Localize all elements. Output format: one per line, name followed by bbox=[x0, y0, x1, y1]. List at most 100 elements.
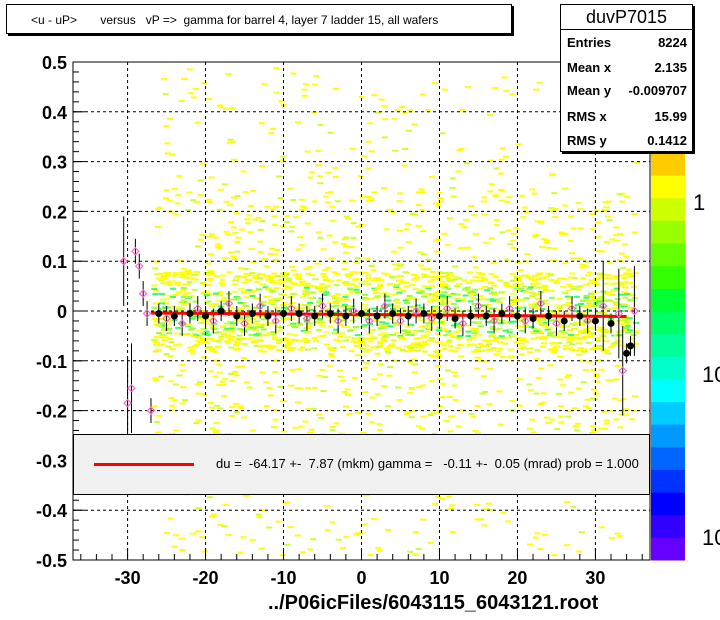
density-cell bbox=[478, 287, 485, 290]
density-cell bbox=[479, 298, 486, 301]
density-cell bbox=[557, 277, 564, 280]
density-cell bbox=[252, 306, 259, 309]
density-cell bbox=[332, 176, 339, 178]
density-cell bbox=[341, 237, 348, 240]
density-cell bbox=[233, 279, 239, 282]
density-cell bbox=[490, 347, 497, 349]
density-cell bbox=[384, 273, 391, 276]
density-cell bbox=[312, 278, 319, 281]
density-cell bbox=[228, 251, 235, 254]
density-cell bbox=[322, 195, 329, 198]
profile-point-black bbox=[373, 312, 381, 320]
density-cell bbox=[415, 204, 422, 206]
profile-point-open bbox=[240, 319, 249, 328]
density-cell bbox=[443, 420, 450, 423]
density-cell bbox=[502, 329, 509, 332]
density-cell bbox=[526, 287, 533, 290]
density-cell bbox=[339, 332, 346, 335]
density-cell bbox=[472, 328, 479, 330]
density-cell bbox=[510, 312, 517, 315]
density-cell bbox=[259, 371, 266, 374]
density-cell bbox=[632, 395, 638, 398]
density-cell bbox=[225, 73, 232, 76]
density-cell bbox=[290, 199, 297, 201]
density-cell bbox=[363, 362, 370, 365]
density-cell bbox=[550, 335, 557, 338]
density-cell bbox=[410, 297, 417, 300]
density-cell bbox=[447, 344, 454, 347]
density-cell bbox=[435, 238, 442, 241]
density-cell bbox=[388, 343, 395, 346]
density-cell bbox=[447, 415, 454, 418]
density-cell bbox=[329, 219, 336, 222]
density-cell bbox=[504, 520, 511, 523]
density-cell bbox=[469, 292, 476, 295]
density-cell bbox=[606, 200, 613, 203]
density-cell bbox=[155, 208, 162, 210]
density-cell bbox=[238, 407, 245, 410]
density-cell bbox=[574, 285, 581, 288]
y-tick-label: -0.5 bbox=[36, 551, 67, 571]
density-cell bbox=[394, 108, 401, 111]
density-cell bbox=[474, 432, 481, 435]
profile-point-open bbox=[614, 309, 624, 318]
density-cell bbox=[491, 340, 498, 342]
density-cell bbox=[229, 405, 236, 408]
density-cell bbox=[164, 273, 171, 276]
density-cell bbox=[471, 343, 477, 346]
density-cell bbox=[381, 340, 388, 342]
color-scale-cell bbox=[651, 197, 685, 221]
density-cell bbox=[167, 517, 174, 520]
density-cell bbox=[393, 288, 400, 291]
density-cell bbox=[483, 345, 489, 347]
density-cell bbox=[429, 316, 436, 319]
density-cell bbox=[393, 323, 400, 326]
density-cell bbox=[237, 317, 244, 320]
density-cell bbox=[237, 327, 244, 330]
density-cell bbox=[601, 273, 608, 276]
density-cell bbox=[601, 276, 608, 279]
density-cell bbox=[516, 404, 523, 407]
density-cell bbox=[396, 200, 403, 203]
density-cell bbox=[207, 270, 214, 273]
density-cell bbox=[518, 282, 524, 285]
density-cell bbox=[381, 136, 388, 139]
density-cell bbox=[581, 336, 588, 338]
density-cell bbox=[261, 300, 267, 303]
axes: -30 -20 -10 0 10 20 300.50.40.30.20.10-0.1-0.2… bbox=[36, 53, 643, 588]
density-cell bbox=[576, 353, 583, 356]
density-cell bbox=[491, 284, 497, 287]
density-cell bbox=[367, 297, 374, 300]
density-cell bbox=[436, 329, 443, 332]
density-cell bbox=[253, 297, 260, 300]
density-cell bbox=[261, 258, 268, 261]
density-cell bbox=[623, 326, 630, 329]
density-cell bbox=[353, 337, 360, 340]
density-cell bbox=[231, 158, 238, 161]
density-cell bbox=[377, 344, 384, 347]
density-cell bbox=[352, 533, 359, 536]
density-cell bbox=[365, 140, 372, 143]
density-cell bbox=[601, 312, 608, 315]
density-cell bbox=[425, 268, 432, 271]
profile-point-open bbox=[505, 304, 514, 313]
density-cell bbox=[216, 208, 223, 211]
density-cell bbox=[458, 355, 464, 358]
density-cell bbox=[366, 122, 373, 125]
density-cell bbox=[345, 275, 352, 278]
density-cell bbox=[594, 339, 601, 342]
density-cell bbox=[363, 494, 370, 497]
density-cell bbox=[489, 316, 496, 319]
density-cell bbox=[408, 346, 415, 349]
density-cell bbox=[326, 234, 333, 237]
density-cell bbox=[273, 299, 280, 302]
stats-value: 0.1412 bbox=[647, 133, 687, 148]
density-cell bbox=[507, 243, 514, 246]
density-cell bbox=[471, 332, 478, 335]
density-cell bbox=[535, 336, 542, 339]
density-cell bbox=[569, 349, 576, 352]
density-cell bbox=[230, 226, 237, 229]
density-cell bbox=[410, 358, 417, 361]
density-cell bbox=[536, 330, 543, 333]
density-cell bbox=[583, 283, 590, 286]
